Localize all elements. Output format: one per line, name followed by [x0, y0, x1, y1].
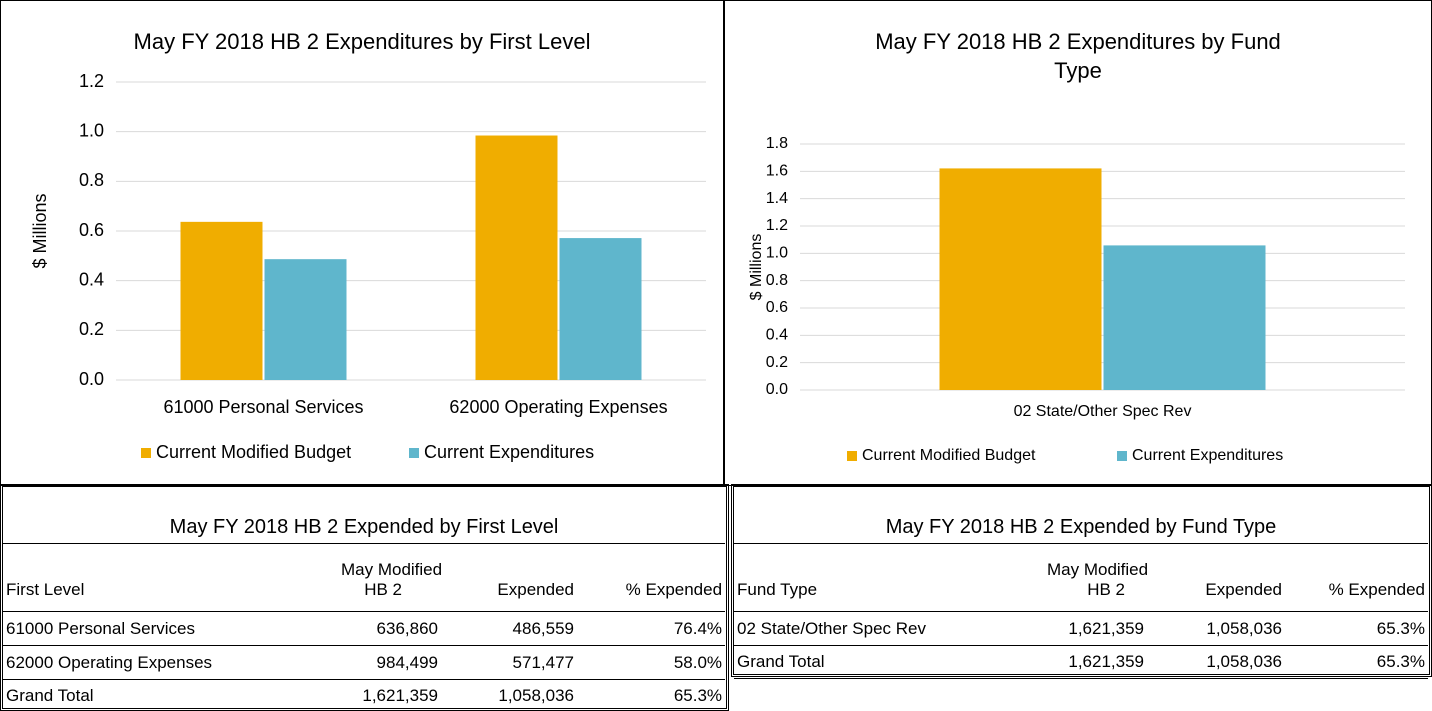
- cell: Grand Total: [734, 645, 983, 679]
- y-tick-label: 1.0: [79, 120, 104, 140]
- data-row: Grand Total 1,621,359 1,058,036 65.3%: [3, 679, 726, 711]
- y-tick-label: 0.2: [766, 354, 788, 371]
- y-tick-label: 1.4: [766, 190, 788, 207]
- legend-swatch: [1117, 451, 1127, 461]
- cell: 65.3%: [1285, 645, 1428, 679]
- cell: 1,058,036: [1147, 645, 1285, 679]
- y-tick-label: 0.0: [79, 369, 104, 389]
- y-tick-label: 0.6: [766, 299, 788, 316]
- legend-label: Current Modified Budget: [862, 447, 1036, 464]
- y-tick-label: 0.8: [79, 170, 104, 190]
- cell: 486,559: [441, 611, 577, 646]
- y-tick-label: 0.0: [766, 381, 788, 398]
- title-row: May FY 2018 HB 2 Expended by First Level: [3, 487, 726, 544]
- legend-swatch: [409, 448, 419, 458]
- column-group: May Modified: [341, 559, 443, 579]
- cell: 65.3%: [1285, 611, 1428, 646]
- chart: 0.0 0.2 0.4 0.6 0.8 1.0 1.2 1.4 1.6 1.8 $ Millions…: [748, 135, 1405, 464]
- cell: [3, 544, 243, 580]
- table-title: May FY 2018 HB 2 Expended by First Level: [3, 487, 726, 544]
- table: May FY 2018 HB 2 Expended by Fund Type Ma…: [734, 487, 1428, 679]
- header-row: First Level HB 2 Expended% Expended: [3, 579, 726, 612]
- cell: 1,621,359: [243, 679, 441, 711]
- y-tick-label: 0.8: [766, 272, 788, 289]
- cell: Grand Total: [3, 679, 243, 711]
- cell: 1,621,359: [983, 645, 1147, 679]
- bar: [180, 221, 263, 380]
- y-tick-label: 0.4: [79, 269, 104, 289]
- y-tick-label: 1.2: [766, 217, 788, 234]
- y-tick-label: 1.8: [766, 135, 788, 152]
- bar: [1103, 245, 1266, 390]
- bar: [475, 135, 558, 380]
- cell: 61000 Personal Services: [3, 611, 243, 646]
- y-tick-label: 0.6: [79, 220, 104, 240]
- cell: 1,058,036: [441, 679, 577, 711]
- cell: 58.0%: [577, 645, 726, 680]
- column-header: Expended: [441, 579, 577, 612]
- chart-title: May FY 2018 HB 2 Expenditures by First L…: [133, 29, 591, 54]
- column-header: First Level: [3, 579, 243, 612]
- x-tick-label: 02 State/Other Spec Rev: [1014, 403, 1192, 420]
- table-panel: May FY 2018 HB 2 Expended by First Level…: [0, 484, 729, 711]
- cell: 65.3%: [577, 679, 726, 711]
- legend-label: Current Expenditures: [424, 442, 594, 462]
- cell: [577, 544, 725, 580]
- table-title: May FY 2018 HB 2 Expended by Fund Type: [734, 487, 1428, 544]
- data-row: 61000 Personal Services 636,860 486,559 76.…: [3, 611, 726, 646]
- chart: 0.0 0.2 0.4 0.6 0.8 1.0 1.2 $ Millions 61000 Per…: [30, 71, 706, 462]
- cell: 984,499: [243, 645, 441, 680]
- chart-title: May FY 2018 HB 2 Expenditures by Fund Ty…: [875, 29, 1281, 83]
- x-tick-label: 61000 Personal Services: [163, 397, 363, 417]
- column-header: Expended: [1147, 579, 1285, 612]
- y-tick-label: 1.2: [79, 71, 104, 91]
- chart-panel: May FY 2018 HB 2 Expenditures by Fund Ty…: [723, 0, 1432, 486]
- legend-swatch: [847, 451, 857, 461]
- bar: [939, 168, 1102, 390]
- cell: 571,477: [441, 645, 577, 680]
- data-row: Grand Total 1,621,359 1,058,036 65.3%: [734, 645, 1428, 679]
- data-row: 02 State/Other Spec Rev 1,621,359 1,058,03…: [734, 611, 1428, 646]
- data-row: 62000 Operating Expenses 984,499 571,477 58…: [3, 645, 726, 680]
- y-tick-label: 0.2: [79, 319, 104, 339]
- column-header: % Expended: [1285, 579, 1428, 612]
- cell: 02 State/Other Spec Rev: [734, 611, 983, 646]
- y-tick-label: 1.0: [766, 245, 788, 262]
- group-row: May Modified: [3, 544, 725, 580]
- cell: 1,058,036: [1147, 611, 1285, 646]
- bar: [264, 259, 347, 380]
- y-axis-label: $ Millions: [30, 193, 50, 268]
- legend-label: Current Expenditures: [1132, 447, 1283, 464]
- group-row: May Modified: [734, 544, 1428, 580]
- y-axis-label: $ Millions: [748, 234, 765, 301]
- table: May FY 2018 HB 2 Expended by First Level…: [3, 487, 726, 711]
- header-row: Fund Type HB 2 Expended% Expended: [734, 579, 1428, 612]
- column-header: % Expended: [577, 579, 726, 612]
- legend-swatch: [141, 448, 151, 458]
- column-header: HB 2: [243, 579, 441, 612]
- y-tick-label: 1.6: [766, 163, 788, 180]
- legend-label: Current Modified Budget: [156, 442, 351, 462]
- chart-panel: May FY 2018 HB 2 Expenditures by First L…: [0, 0, 724, 486]
- cell: 62000 Operating Expenses: [3, 645, 243, 680]
- bar: [559, 238, 642, 380]
- y-tick-label: 0.4: [766, 327, 788, 344]
- cell: [1285, 544, 1428, 580]
- column-header: HB 2: [983, 579, 1147, 612]
- table-panel: May FY 2018 HB 2 Expended by Fund Type Ma…: [731, 484, 1432, 679]
- column-header: Fund Type: [734, 579, 983, 612]
- x-tick-label: 62000 Operating Expenses: [449, 397, 667, 417]
- cell: 76.4%: [577, 611, 726, 646]
- cell: 636,860: [243, 611, 441, 646]
- title-row: May FY 2018 HB 2 Expended by Fund Type: [734, 487, 1428, 544]
- cell: 1,621,359: [983, 611, 1147, 646]
- cell: [734, 544, 983, 580]
- column-group: May Modified: [1047, 559, 1149, 579]
